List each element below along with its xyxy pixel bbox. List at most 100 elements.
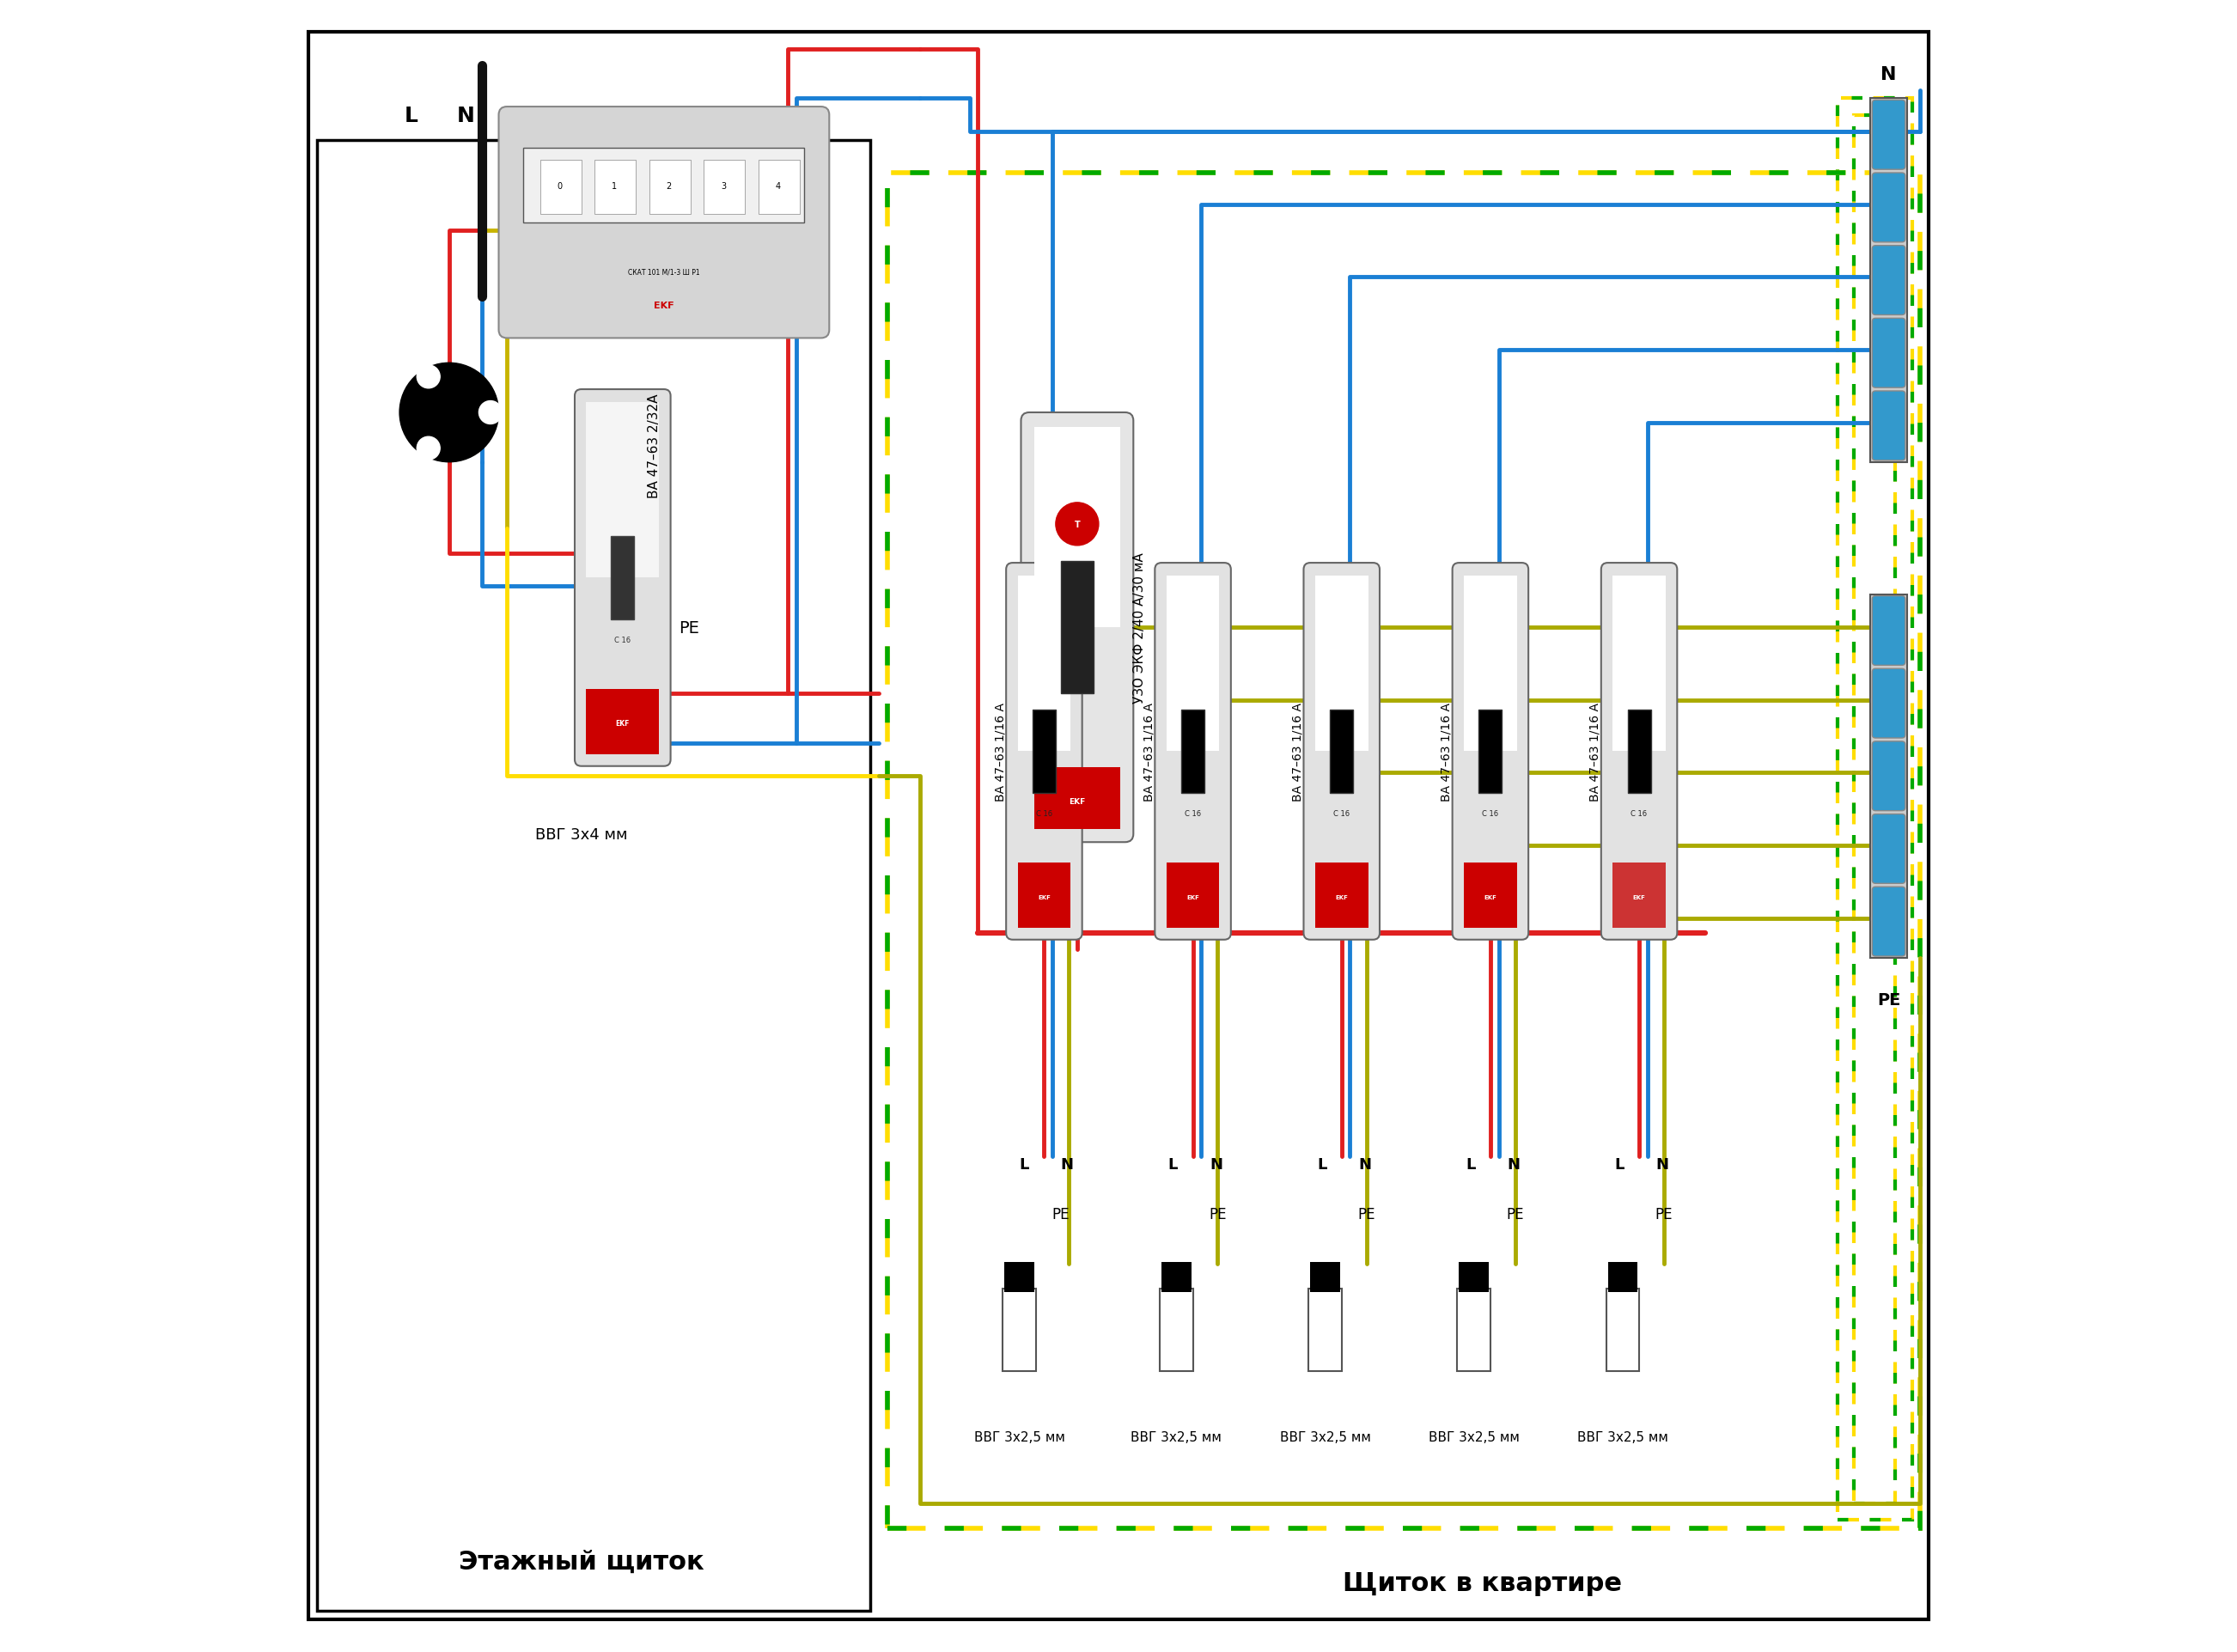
Bar (1033, 767, 1121, 829)
Bar (1165, 577, 1219, 752)
Text: L: L (1465, 1156, 1476, 1173)
Text: Щиток в квартире: Щиток в квартире (1342, 1569, 1622, 1596)
Text: ВА 47–63 1/16 А: ВА 47–63 1/16 А (1588, 702, 1602, 801)
Bar (1309, 1289, 1342, 1371)
Bar (1606, 1289, 1640, 1371)
Text: C 16: C 16 (615, 636, 631, 644)
Text: N: N (1060, 1156, 1074, 1173)
Text: Этажный щиток: Этажный щиток (459, 1548, 705, 1574)
Bar (705, 160, 745, 215)
Text: L: L (1318, 1156, 1327, 1173)
Text: 4: 4 (776, 182, 781, 192)
Bar (1331, 710, 1353, 793)
Text: ВВГ 3х2,5 мм: ВВГ 3х2,5 мм (1132, 1431, 1221, 1444)
Text: 0: 0 (557, 182, 561, 192)
FancyBboxPatch shape (1872, 173, 1906, 243)
Text: ВА 47–63 1/16 А: ВА 47–63 1/16 А (1143, 702, 1154, 801)
Bar (318, 140, 870, 1611)
Bar (1837, 99, 1913, 1520)
FancyBboxPatch shape (499, 107, 830, 339)
Text: T: T (1074, 520, 1080, 529)
Text: C 16: C 16 (1483, 809, 1499, 818)
Text: ВВГ 3х4 мм: ВВГ 3х4 мм (535, 826, 629, 843)
Bar (1463, 862, 1517, 928)
Bar (1004, 1262, 1033, 1292)
Bar (1018, 862, 1072, 928)
FancyBboxPatch shape (1007, 563, 1083, 940)
Circle shape (416, 438, 441, 461)
Text: L: L (405, 106, 418, 126)
Text: L: L (1168, 1156, 1179, 1173)
Text: N: N (456, 106, 474, 126)
Bar (888, 173, 1919, 1528)
Bar (595, 160, 635, 215)
Text: ВА 47–63 2/32А: ВА 47–63 2/32А (646, 393, 660, 499)
Text: N: N (1358, 1156, 1371, 1173)
Text: ВВГ 3х2,5 мм: ВВГ 3х2,5 мм (1280, 1431, 1371, 1444)
FancyBboxPatch shape (1872, 669, 1906, 738)
Text: EKF: EKF (1069, 798, 1085, 805)
Bar (1165, 862, 1219, 928)
Text: ВА 47–63 1/16 А: ВА 47–63 1/16 А (1291, 702, 1304, 801)
Bar (611, 537, 635, 620)
Text: C 16: C 16 (1186, 809, 1201, 818)
Bar (1870, 595, 1906, 958)
Bar (586, 689, 660, 755)
FancyBboxPatch shape (1452, 563, 1528, 940)
Bar (1161, 1262, 1192, 1292)
Bar (1060, 562, 1094, 694)
Bar (1315, 577, 1369, 752)
Text: ВВГ 3х2,5 мм: ВВГ 3х2,5 мм (1577, 1431, 1669, 1444)
Circle shape (479, 401, 501, 425)
FancyBboxPatch shape (1872, 392, 1906, 461)
Text: N: N (1881, 66, 1897, 83)
Text: C 16: C 16 (1333, 809, 1349, 818)
Bar (523, 149, 805, 223)
Bar (1159, 1289, 1192, 1371)
Text: C 16: C 16 (1631, 809, 1646, 818)
Text: EKF: EKF (1038, 894, 1051, 900)
Bar (1033, 428, 1121, 628)
Text: EKF: EKF (1483, 894, 1497, 900)
Text: N: N (1210, 1156, 1221, 1173)
Text: PE: PE (1358, 1206, 1376, 1222)
Bar (888, 173, 1919, 1528)
FancyBboxPatch shape (1304, 563, 1380, 940)
Text: СКАТ 101 М/1-3 Ш Р1: СКАТ 101 М/1-3 Ш Р1 (629, 269, 700, 276)
Bar (1002, 1289, 1036, 1371)
Circle shape (400, 363, 499, 463)
Text: 2: 2 (667, 182, 671, 192)
Text: УЗО ЭКФ 2/40 А/30 мА: УЗО ЭКФ 2/40 А/30 мА (1134, 552, 1145, 704)
Bar (649, 160, 691, 215)
Bar (539, 160, 582, 215)
FancyBboxPatch shape (1872, 742, 1906, 811)
Text: N: N (1655, 1156, 1669, 1173)
Bar (1608, 1262, 1637, 1292)
Text: ВВГ 3х2,5 мм: ВВГ 3х2,5 мм (973, 1431, 1065, 1444)
Text: ВА 47–63 1/16 А: ВА 47–63 1/16 А (1441, 702, 1452, 801)
Bar (1033, 710, 1056, 793)
Text: 1: 1 (611, 182, 617, 192)
Bar (1870, 99, 1906, 463)
FancyBboxPatch shape (1602, 563, 1678, 940)
Text: PE: PE (1051, 1206, 1069, 1222)
Bar (1456, 1289, 1490, 1371)
Bar (1315, 862, 1369, 928)
Bar (1181, 710, 1204, 793)
Text: PE: PE (1655, 1206, 1673, 1222)
Text: EKF: EKF (1335, 894, 1349, 900)
FancyBboxPatch shape (1872, 246, 1906, 316)
Bar (1854, 116, 1895, 1503)
Text: 3: 3 (720, 182, 727, 192)
Circle shape (416, 365, 441, 388)
Text: L: L (1020, 1156, 1029, 1173)
FancyBboxPatch shape (575, 390, 671, 767)
Text: ВА 47–63 1/16 А: ВА 47–63 1/16 А (993, 702, 1007, 801)
Bar (586, 403, 660, 578)
Bar (1479, 710, 1501, 793)
Text: EKF: EKF (615, 720, 629, 727)
FancyBboxPatch shape (1154, 563, 1230, 940)
Circle shape (1056, 504, 1098, 545)
FancyBboxPatch shape (1872, 596, 1906, 666)
FancyBboxPatch shape (1872, 101, 1906, 170)
